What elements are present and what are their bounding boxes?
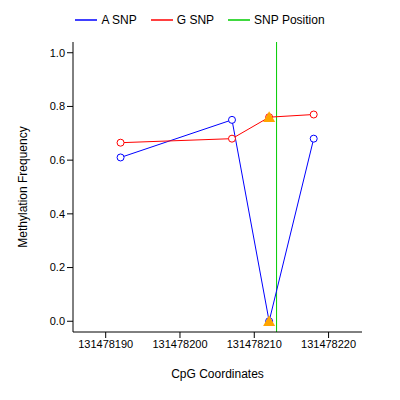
svg-text:131478220: 131478220 <box>301 338 356 350</box>
svg-text:131478190: 131478190 <box>78 338 133 350</box>
svg-text:0.0: 0.0 <box>50 315 65 327</box>
svg-text:0.2: 0.2 <box>50 261 65 273</box>
svg-text:1.0: 1.0 <box>50 47 65 59</box>
html-text:G SNP: G SNP <box>176 13 215 27</box>
svg-text:Methylation Frequency: Methylation Frequency <box>16 126 30 247</box>
svg-text:0.4: 0.4 <box>50 208 65 220</box>
html-text:SNP Position: SNP Position <box>254 13 325 27</box>
html-text:A SNP: A SNP <box>101 13 137 27</box>
svg-text:0.6: 0.6 <box>50 154 65 166</box>
svg-text:0.8: 0.8 <box>50 100 65 112</box>
svg-text:131478210: 131478210 <box>227 338 282 350</box>
svg-text:131478200: 131478200 <box>152 338 207 350</box>
svg-text:CpG Coordinates: CpG Coordinates <box>171 367 264 381</box>
